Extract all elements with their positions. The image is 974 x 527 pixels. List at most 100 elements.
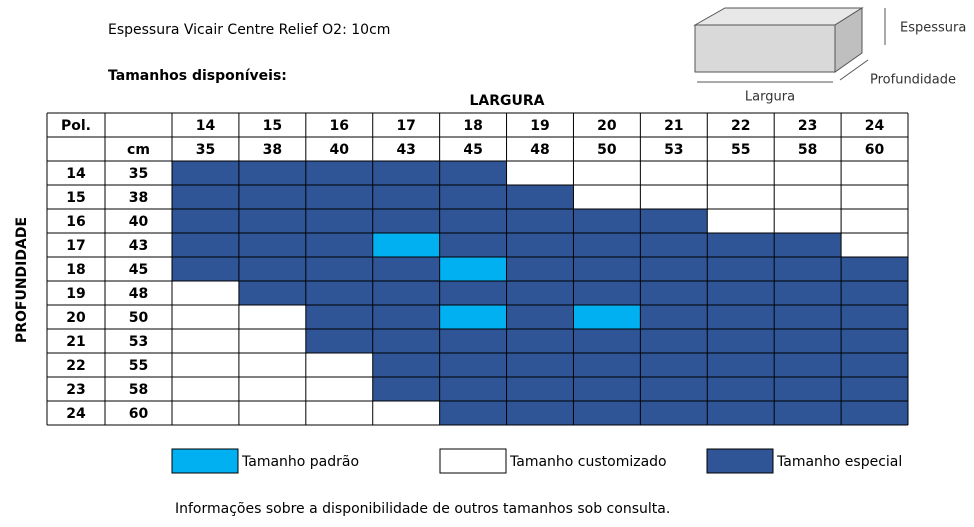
- col-pol: 20: [597, 118, 617, 134]
- cell: [841, 401, 908, 425]
- row-pol: 22: [66, 358, 85, 374]
- cell: [640, 233, 708, 257]
- cell: [640, 353, 708, 377]
- cell: [172, 185, 239, 209]
- cell: [172, 161, 239, 185]
- row-cm: 55: [129, 358, 148, 374]
- cell: [573, 257, 641, 281]
- cell: [506, 209, 574, 233]
- cell: [774, 257, 842, 281]
- cell: [506, 305, 574, 329]
- cell: [238, 377, 306, 401]
- col-cm: 50: [597, 142, 617, 158]
- cell: [172, 209, 239, 233]
- box-front: [694, 24, 836, 73]
- cell: [841, 377, 908, 401]
- cell: [439, 305, 507, 329]
- cell: [841, 185, 908, 209]
- y-axis-label: PROFUNDIDADE: [14, 217, 30, 343]
- cell: [573, 281, 641, 305]
- col-pol: 14: [196, 118, 216, 134]
- dimension-diagram: Espessura Largura Profundidade: [693, 7, 966, 105]
- size-table: 14 35 15 38 16 40 17 43 18 45 19 48 20 50 21 53 22 55 23 58…: [46, 112, 909, 426]
- cell: [506, 281, 574, 305]
- cell: [372, 161, 440, 185]
- cell: [172, 377, 239, 401]
- cell: [841, 353, 908, 377]
- cell: [172, 257, 239, 281]
- cell: [774, 281, 842, 305]
- cell: [774, 377, 842, 401]
- cell: [238, 209, 306, 233]
- col-pol: 22: [731, 118, 750, 134]
- col-pol: 15: [263, 118, 282, 134]
- header-cm: cm: [127, 142, 150, 158]
- cell: [372, 209, 440, 233]
- cell: [506, 329, 574, 353]
- row-cm: 38: [129, 190, 148, 206]
- cell: [506, 377, 574, 401]
- cell: [172, 329, 239, 353]
- cell: [506, 161, 574, 185]
- label-width: Largura: [745, 90, 795, 105]
- cell: [774, 233, 842, 257]
- row-pol: 17: [66, 238, 85, 254]
- cell: [172, 353, 239, 377]
- cell: [172, 233, 239, 257]
- row-pol: 21: [66, 334, 85, 350]
- cell: [372, 329, 440, 353]
- cell: [573, 377, 641, 401]
- cell: [640, 329, 708, 353]
- cell: [305, 257, 373, 281]
- box-side: [834, 7, 863, 73]
- cell: [573, 353, 641, 377]
- row-cm: 45: [129, 262, 148, 278]
- cell: [238, 185, 306, 209]
- cell: [573, 233, 641, 257]
- cell: [439, 281, 507, 305]
- cell: [238, 161, 306, 185]
- arrow: [839, 59, 869, 81]
- footnote: Informações sobre a disponibilidade de o…: [175, 501, 670, 517]
- col-cm: 55: [731, 142, 750, 158]
- legend-label: Tamanho customizado: [509, 454, 667, 470]
- cell: [640, 281, 708, 305]
- row-pol: 23: [66, 382, 85, 398]
- row-cm: 58: [129, 382, 148, 398]
- row-cm: 48: [129, 286, 148, 302]
- legend-swatch: [439, 448, 507, 474]
- header-pol: Pol.: [61, 118, 91, 134]
- col-cm: 58: [798, 142, 817, 158]
- cell: [573, 161, 641, 185]
- row-pol: 14: [66, 166, 86, 182]
- col-cm: 48: [530, 142, 549, 158]
- cell: [640, 257, 708, 281]
- col-pol: 18: [463, 118, 482, 134]
- cell: [439, 161, 507, 185]
- row-pol: 16: [66, 214, 85, 230]
- col-cm: 53: [664, 142, 683, 158]
- col-cm: 38: [263, 142, 282, 158]
- cell: [439, 257, 507, 281]
- cell: [573, 305, 641, 329]
- cell: [439, 209, 507, 233]
- cell: [172, 305, 239, 329]
- legend-label: Tamanho padrão: [241, 454, 359, 470]
- row-cm: 40: [129, 214, 149, 230]
- row-cm: 35: [129, 166, 148, 182]
- cell: [305, 305, 373, 329]
- cell: [305, 281, 373, 305]
- row-cm: 43: [129, 238, 148, 254]
- cell: [707, 329, 775, 353]
- cell: [439, 353, 507, 377]
- cell: [305, 329, 373, 353]
- cell: [774, 305, 842, 329]
- col-cm: 40: [330, 142, 350, 158]
- cell: [774, 353, 842, 377]
- row-cm: 50: [129, 310, 149, 326]
- col-pol: 23: [798, 118, 817, 134]
- cell: [707, 305, 775, 329]
- cell: [841, 209, 908, 233]
- cell: [238, 305, 306, 329]
